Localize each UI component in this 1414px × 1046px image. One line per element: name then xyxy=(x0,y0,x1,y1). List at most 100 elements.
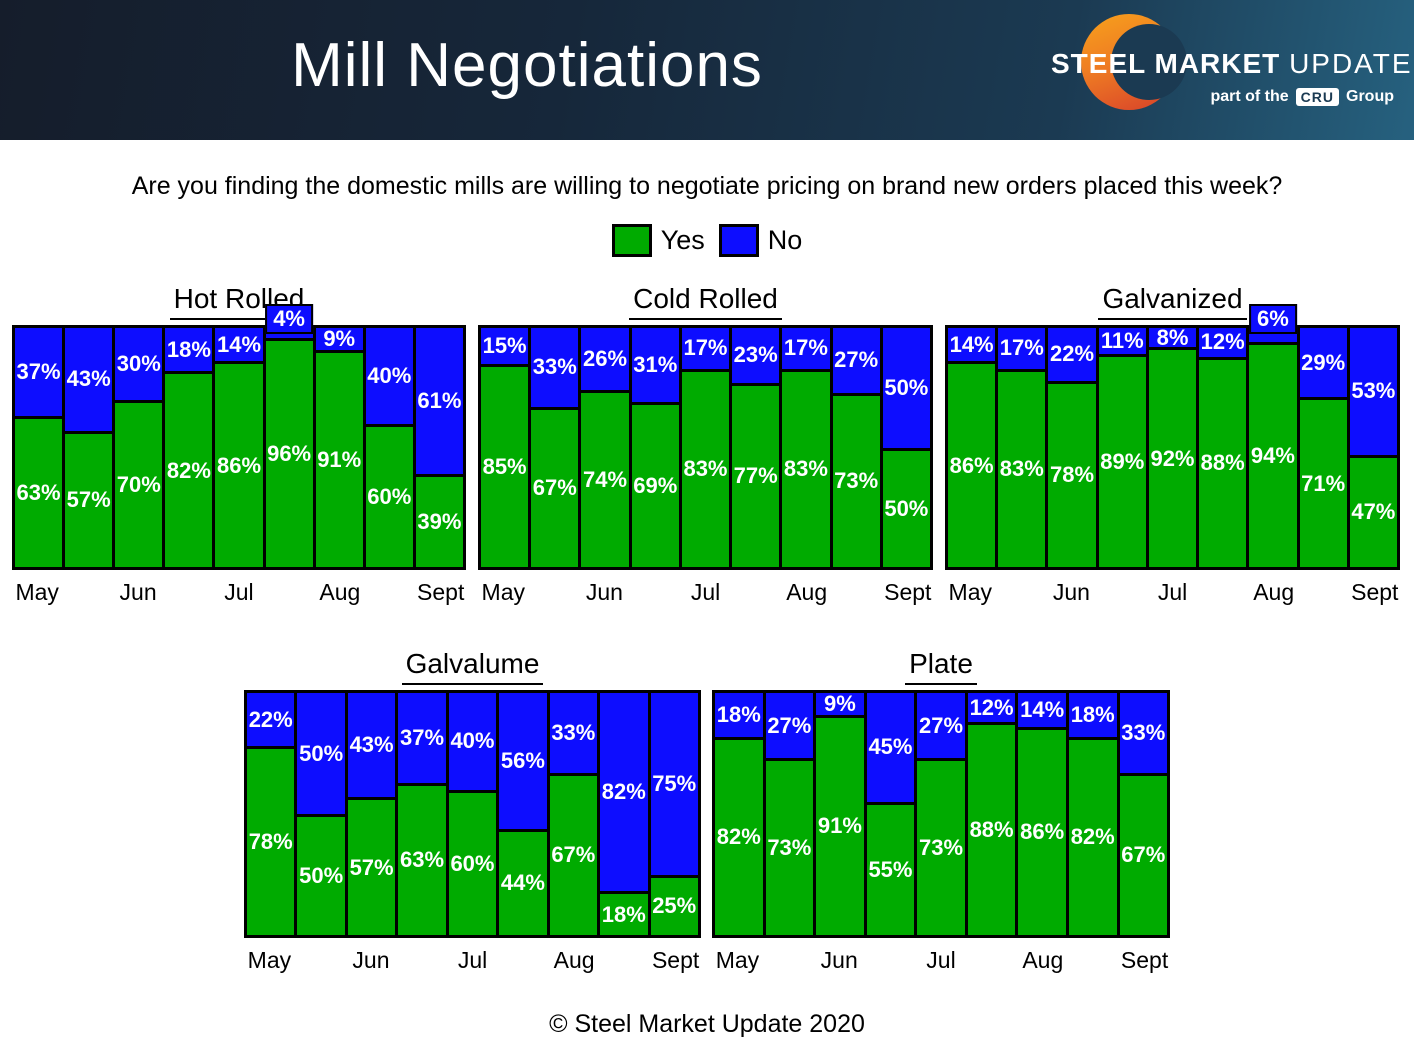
bar-segment-no: 8% xyxy=(1148,326,1197,348)
bar-label-yes: 69% xyxy=(633,473,678,499)
bar-segment-yes: 67% xyxy=(1119,772,1168,935)
chart-title: Cold Rolled xyxy=(478,283,933,325)
bar-segment-yes: 57% xyxy=(65,430,113,567)
bar-segment-yes: 25% xyxy=(650,874,698,935)
stacked-bar: 14% 86% xyxy=(948,328,996,567)
chart-plate: Plate 18% 82% 27% 73% 9% 91% 45% 55% 27% 73% 12% 88… xyxy=(712,648,1170,974)
plot-area: 14% 86% 17% 83% 22% 78% 11% 89% 8% 92% 12% 88% 6% 94%… xyxy=(945,304,1400,570)
bar-segment-no: 27% xyxy=(917,693,965,759)
month-spacer xyxy=(163,579,213,606)
stacked-bar: 12% 88% xyxy=(1196,328,1247,567)
month-label: Jul xyxy=(926,947,956,973)
stacked-bar: 33% 67% xyxy=(528,328,579,567)
stacked-bar: 14% 86% xyxy=(1015,693,1066,935)
bar-segment-no: 14% xyxy=(215,328,263,362)
bar-segment-yes: 63% xyxy=(398,782,446,935)
stacked-bar: 22% 78% xyxy=(247,693,295,935)
stacked-bar: 18% 82% xyxy=(162,328,213,567)
bar-segment-yes: 69% xyxy=(631,402,679,567)
chart-title: Galvanized xyxy=(945,283,1400,325)
stacked-bar: 33% 67% xyxy=(1116,693,1168,935)
chart-title-text: Plate xyxy=(905,648,977,685)
bar-label-no: 50% xyxy=(884,374,929,400)
month-label: Jun xyxy=(119,579,157,605)
stacked-bar: 26% 74% xyxy=(578,328,629,567)
chart-legend: Yes No xyxy=(0,224,1414,257)
month-label: Aug xyxy=(319,579,361,605)
bar-label-yes: 92% xyxy=(1150,445,1195,471)
bar-segment-yes: 92% xyxy=(1148,347,1197,567)
legend-swatch-yes xyxy=(611,224,652,257)
bar-label-no: 6% xyxy=(1249,304,1297,334)
bar-label-yes: 57% xyxy=(349,854,394,880)
bar-segment-no: 45% xyxy=(866,693,915,802)
bar-segment-yes: 47% xyxy=(1349,454,1397,567)
month-spacer xyxy=(264,579,314,606)
stacked-bar: 18% 82% xyxy=(715,693,763,935)
stacked-bar: 53% 47% xyxy=(1346,328,1397,567)
bar-label-no: 31% xyxy=(633,352,678,378)
chart-galvanized: Galvanized 14% 86% 17% 83% 22% 78% 11% 89% 8% 92%… xyxy=(945,283,1400,606)
month-label: Aug xyxy=(1253,579,1295,605)
bar-segment-no: 27% xyxy=(765,693,814,759)
month-label: Jun xyxy=(585,579,623,605)
chart-galvalume: Galvalume 22% 78% 50% 50% 43% 57% 37% 63% 40% 60%… xyxy=(244,648,701,974)
legend-swatch-no xyxy=(718,224,759,257)
bar-label-no: 17% xyxy=(683,335,728,361)
x-axis-labels: May Jun Jul Aug Sept xyxy=(712,947,1170,974)
month-label: Aug xyxy=(1022,947,1064,973)
bar-label-no: 26% xyxy=(583,346,628,372)
stacked-bar: 61% 39% xyxy=(412,328,463,567)
stacked-bar: 40% 60% xyxy=(445,693,497,935)
bar-label-yes: 73% xyxy=(919,835,964,861)
bar-label-yes: 67% xyxy=(532,475,577,501)
bar-segment-no: 61% xyxy=(415,328,463,474)
bar-label-yes: 82% xyxy=(1070,824,1115,850)
stacked-bar: 17% 83% xyxy=(779,328,830,567)
logo-tagline: part of the CRU Group xyxy=(1210,88,1394,106)
page-title: Mill Negotiations xyxy=(291,31,763,100)
month-spacer xyxy=(1299,579,1350,606)
stacked-bar: 6% 94% xyxy=(1246,304,1297,567)
logo-wordmark-bold: STEEL MARKET xyxy=(1051,48,1281,79)
stacked-bar: 37% 63% xyxy=(15,328,63,567)
bar-segment-yes: 85% xyxy=(481,363,529,567)
month-spacer xyxy=(832,579,883,606)
month-label: Aug xyxy=(553,947,595,973)
bar-segment-yes: 91% xyxy=(315,349,363,567)
bar-segment-no: 18% xyxy=(165,328,213,372)
month-label: May xyxy=(715,947,760,973)
bar-label-no: 14% xyxy=(949,331,994,357)
month-label: Jun xyxy=(820,947,858,973)
bar-segment-no: 6% xyxy=(1249,304,1297,343)
bar-label-no: 82% xyxy=(601,779,646,805)
survey-question: Are you finding the domestic mills are w… xyxy=(131,172,1283,200)
bar-segment-no: 27% xyxy=(832,328,880,393)
bar-segment-yes: 74% xyxy=(581,390,629,567)
month-spacer xyxy=(865,947,916,974)
bar-label-no: 40% xyxy=(450,728,495,754)
month-label: Sept xyxy=(1120,947,1169,973)
bar-label-yes: 71% xyxy=(1301,470,1346,496)
stacked-bar: 14% 86% xyxy=(212,328,263,567)
stacked-bar: 75% 25% xyxy=(647,693,698,935)
month-spacer xyxy=(1097,579,1148,606)
bar-segment-yes: 60% xyxy=(448,789,497,935)
month-label: Jul xyxy=(690,579,721,605)
bar-label-no: 18% xyxy=(166,336,211,362)
bar-label-yes: 70% xyxy=(116,471,161,497)
bar-segment-yes: 71% xyxy=(1299,397,1347,567)
stacked-bar: 27% 73% xyxy=(829,328,880,567)
chart-title-text: Galvanized xyxy=(1098,283,1247,320)
month-label: May xyxy=(15,579,59,605)
bar-segment-no: 12% xyxy=(967,693,1016,723)
bar-segment-yes: 18% xyxy=(600,891,648,935)
bar-segment-no: 11% xyxy=(1098,328,1146,355)
bar-segment-yes: 73% xyxy=(832,392,880,567)
bar-segment-no: 4% xyxy=(265,304,313,338)
bar-segment-yes: 82% xyxy=(165,371,213,567)
bar-label-yes: 57% xyxy=(66,487,111,513)
bar-segment-no: 29% xyxy=(1299,328,1347,398)
month-spacer xyxy=(630,579,681,606)
bar-label-yes: 88% xyxy=(969,817,1014,842)
